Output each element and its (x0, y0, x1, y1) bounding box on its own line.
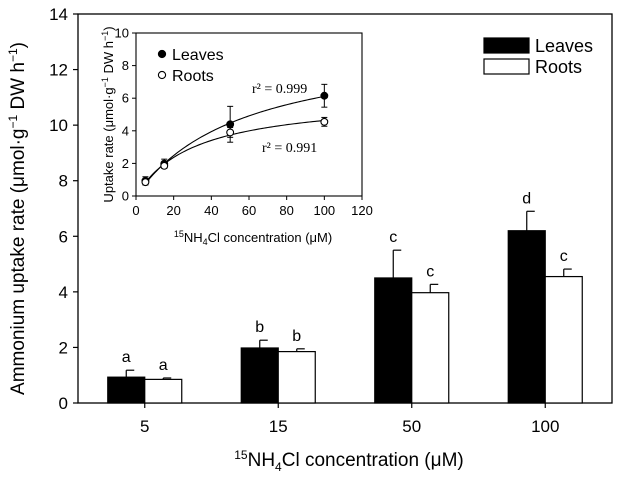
significance-letter: a (159, 357, 168, 374)
significance-letter: a (122, 349, 131, 366)
inset-x-axis-title: 15NH4Cl concentration (μM) (174, 229, 332, 247)
main-y-title-sup: −1 (6, 114, 20, 128)
inset-y-tick-label: 6 (122, 91, 129, 106)
main-y-tick-label: 4 (59, 283, 68, 302)
inset-point-roots (320, 117, 329, 126)
main-x-axis-title: 15NH4Cl concentration (μM) (234, 448, 464, 474)
main-x-tick-label: 100 (531, 417, 559, 436)
main-x-title-main: NH (248, 450, 275, 471)
inset-y-axis-title: Uptake rate (μmol·g−1 DW h−1) (100, 26, 116, 202)
inset-x-tick-label: 20 (166, 203, 180, 218)
main-x-tick-label: 15 (269, 417, 288, 436)
inset-y-title-sup: −1 (100, 31, 110, 41)
inset-x-title-rest: Cl concentration (μM) (208, 230, 333, 245)
inset-point-roots (226, 128, 235, 137)
inset-x-tick-label: 60 (242, 203, 256, 218)
inset-x-title-sub: 4 (203, 237, 208, 247)
main-y-tick-label: 12 (49, 61, 68, 80)
inset-y-title-pre: Uptake rate (μmol·g (101, 87, 116, 202)
fit-r2-label-leaves: r² = 0.999 (252, 82, 307, 97)
main-y-title-sup: −1 (6, 48, 20, 62)
main-y-tick-label: 6 (59, 227, 68, 246)
significance-letter: c (389, 229, 397, 246)
inset-y-title-mid: DW h (101, 41, 116, 77)
bar-roots (144, 378, 183, 404)
bar-leaves (374, 277, 413, 404)
bar-roots (411, 292, 450, 404)
main-y-tick-label: 10 (49, 116, 68, 135)
significance-letter: c (560, 248, 568, 265)
bar-roots (544, 275, 583, 404)
inset-plot-frame (135, 32, 363, 197)
inset-y-tick-label: 4 (122, 123, 129, 138)
fit-curve-roots (144, 119, 325, 183)
legend-label-roots: Roots (535, 57, 582, 77)
main-y-axis-title: Ammonium uptake rate (μmol·g−1 DW h−1) (6, 42, 29, 395)
inset-legend-marker-leaves (157, 49, 167, 59)
legend-swatch-roots (483, 58, 530, 75)
main-y-title-post: ) (8, 42, 29, 48)
main-y-tick-label: 2 (59, 338, 68, 357)
inset-y-tick-label: 2 (122, 156, 129, 171)
inset-y-title-post: ) (101, 26, 116, 30)
main-y-tick-label: 14 (49, 5, 68, 24)
inset-legend-label-leaves: Leaves (172, 47, 224, 64)
main-x-title-rest: Cl concentration (μM) (282, 450, 464, 471)
inset-point-leaves (226, 120, 235, 129)
main-y-tick-label: 0 (59, 394, 68, 413)
main-x-tick-label: 5 (140, 417, 149, 436)
main-x-title-sub: 4 (275, 460, 282, 474)
bar-leaves (107, 376, 146, 404)
bar-leaves (240, 347, 279, 404)
inset-x-tick-label: 40 (204, 203, 218, 218)
main-plot-frame (77, 13, 613, 404)
inset-point-roots (160, 161, 169, 170)
inset-point-leaves (320, 91, 329, 100)
bar-roots (277, 350, 316, 404)
inset-x-title-main: NH (184, 230, 203, 245)
inset-y-title-sup: −1 (100, 77, 110, 87)
bar-leaves (507, 230, 546, 404)
inset-y-tick-label: 0 (122, 189, 129, 204)
main-y-title-pre: Ammonium uptake rate (μmol·g (8, 129, 29, 395)
main-y-tick-label: 8 (59, 172, 68, 191)
significance-letter: d (522, 190, 531, 207)
inset-x-tick-label: 100 (313, 203, 335, 218)
inset-point-roots (141, 178, 150, 187)
inset-y-tick-label: 8 (122, 58, 129, 73)
main-x-tick-label: 50 (402, 417, 421, 436)
legend-swatch-leaves (483, 37, 530, 54)
inset-x-tick-label: 0 (132, 203, 139, 218)
significance-letter: c (426, 263, 434, 280)
inset-y-tick-label: 10 (115, 26, 129, 41)
inset-legend-label-roots: Roots (172, 68, 214, 85)
inset-x-title-sup: 15 (174, 229, 184, 239)
main-y-title-mid: DW h (8, 62, 29, 115)
inset-x-tick-label: 80 (279, 203, 293, 218)
legend-label-leaves: Leaves (535, 36, 593, 56)
fit-r2-label-roots: r² = 0.991 (262, 141, 317, 156)
main-x-title-sup: 15 (234, 448, 248, 462)
significance-letter: b (255, 319, 264, 336)
inset-x-tick-label: 120 (351, 203, 373, 218)
significance-letter: b (292, 328, 301, 345)
inset-legend-marker-roots (157, 70, 167, 80)
fit-curve-leaves (144, 95, 325, 184)
